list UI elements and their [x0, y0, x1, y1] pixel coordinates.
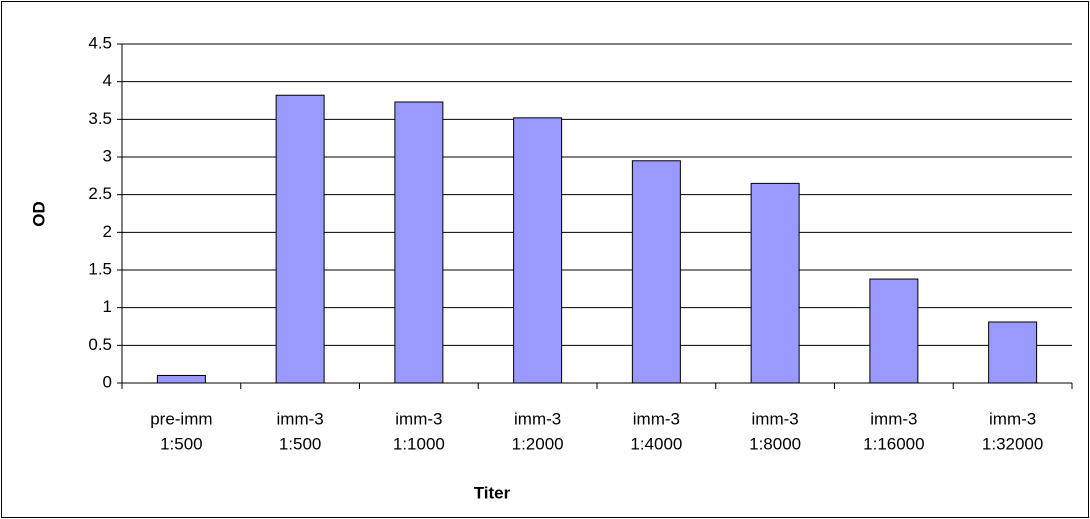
x-axis-label: Titer — [474, 483, 511, 502]
bar — [989, 322, 1037, 383]
y-tick-label: 3.5 — [88, 109, 112, 128]
bar — [276, 95, 324, 383]
x-tick-label: 1:32000 — [982, 434, 1043, 453]
y-axis-label: OD — [29, 201, 48, 227]
y-tick-label: 0 — [103, 372, 112, 391]
x-tick-label: 1:16000 — [863, 434, 924, 453]
bar — [751, 183, 799, 383]
x-tick-label: imm-3 — [514, 409, 561, 428]
bar — [632, 161, 680, 383]
y-tick-label: 2.5 — [88, 184, 112, 203]
x-tick-label: 1:2000 — [512, 434, 564, 453]
x-tick-label: imm-3 — [870, 409, 917, 428]
x-tick-label: 1:4000 — [630, 434, 682, 453]
y-tick-label: 2 — [103, 222, 112, 241]
bar — [157, 375, 205, 383]
x-tick-label: imm-3 — [633, 409, 680, 428]
x-tick-label: imm-3 — [989, 409, 1036, 428]
x-tick-label: pre-imm — [150, 409, 212, 428]
x-tick-label: imm-3 — [277, 409, 324, 428]
x-tick-label: 1:1000 — [393, 434, 445, 453]
chart: Titer OD 0 0.5 1 1.5 2 2.5 3 3.5 4 4.5 pre-imm 1:50… — [0, 0, 1090, 519]
y-tick-label: 4.5 — [88, 33, 112, 52]
x-tick-label: 1:500 — [279, 434, 322, 453]
y-tick-label: 3 — [103, 146, 112, 165]
y-tick-label: 1.5 — [88, 259, 112, 278]
bar — [395, 102, 443, 383]
y-tick-label: 0.5 — [88, 335, 112, 354]
x-tick-label: 1:500 — [160, 434, 203, 453]
y-tick-label: 1 — [103, 297, 112, 316]
bar — [870, 279, 918, 383]
x-tick-label: imm-3 — [395, 409, 442, 428]
y-tick-label: 4 — [103, 71, 112, 90]
x-tick-label: imm-3 — [752, 409, 799, 428]
x-tick-label: 1:8000 — [749, 434, 801, 453]
bar — [514, 118, 562, 383]
